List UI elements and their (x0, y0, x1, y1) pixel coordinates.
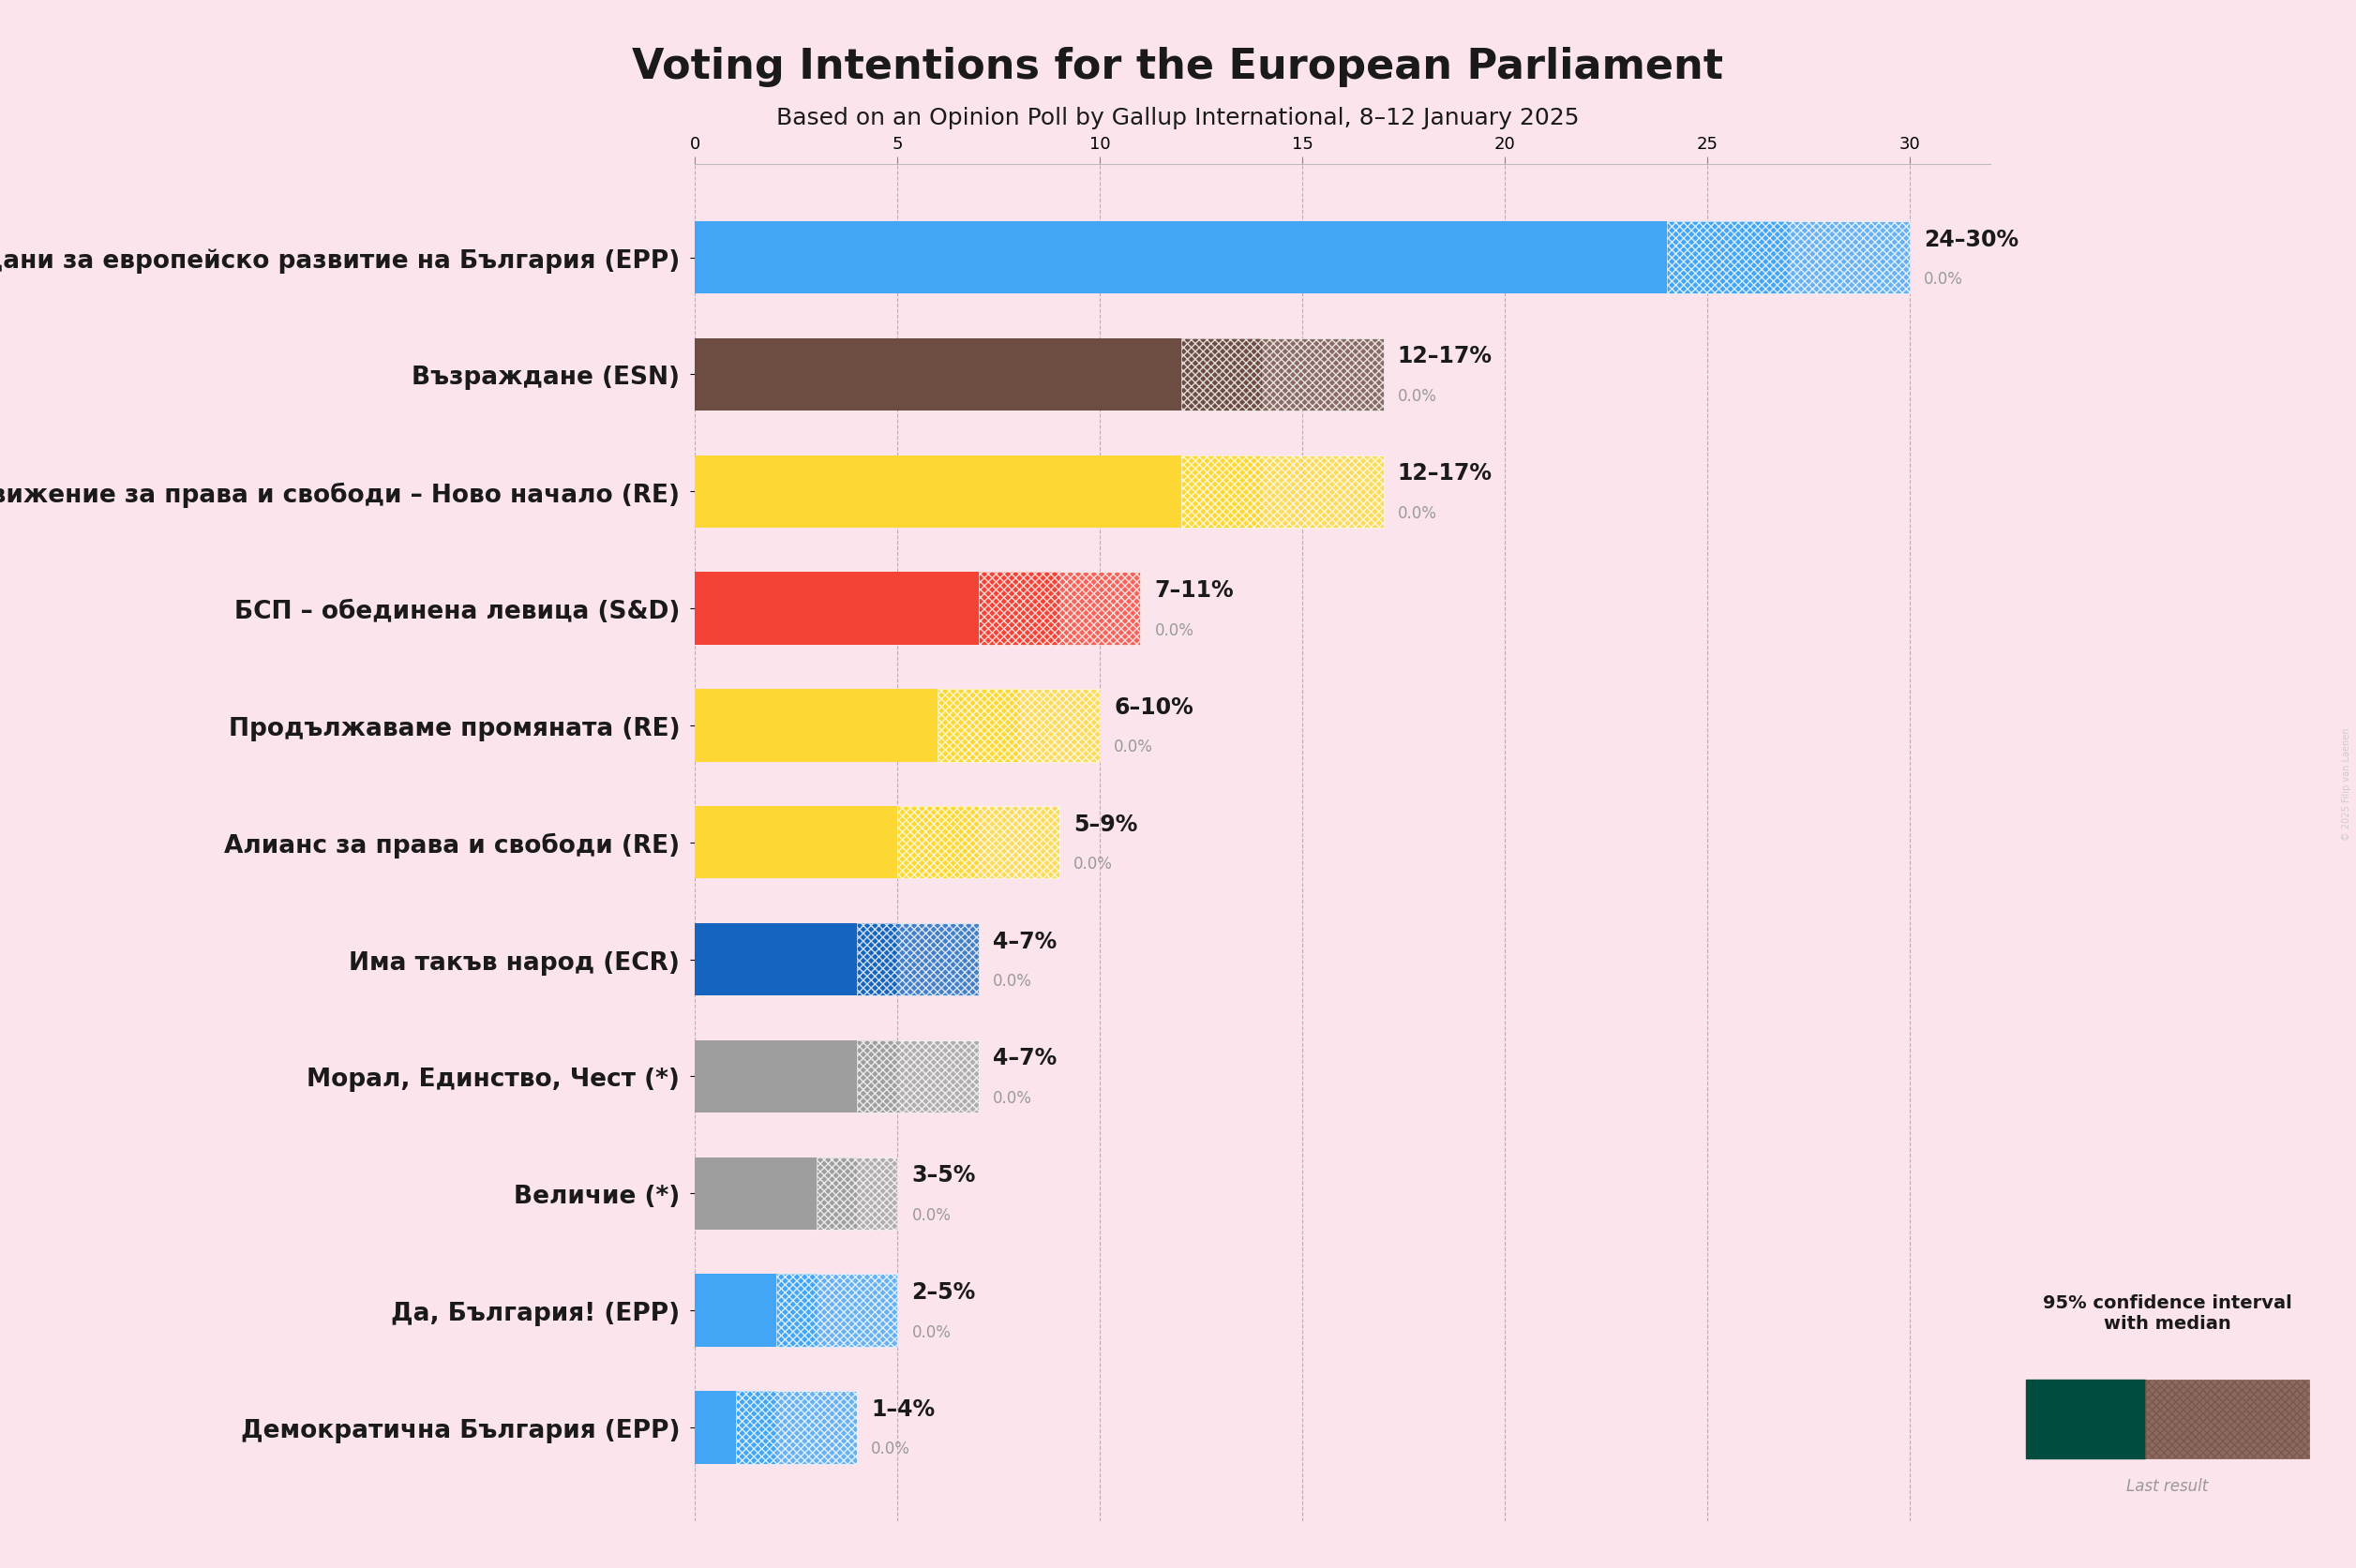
Bar (695, 572, 1060, 644)
Text: 12–17%: 12–17% (1397, 345, 1491, 367)
Bar (938, 690, 1100, 762)
Text: 0.0%: 0.0% (992, 972, 1032, 989)
Text: 0.0%: 0.0% (912, 1206, 952, 1223)
Text: Voting Intentions for the European Parliament: Voting Intentions for the European Parli… (631, 47, 1725, 88)
Text: 0.0%: 0.0% (1114, 739, 1154, 756)
Text: 0.0%: 0.0% (912, 1323, 952, 1341)
Bar (1180, 456, 1383, 528)
Text: 2–5%: 2–5% (912, 1281, 975, 1303)
Bar (775, 1275, 898, 1347)
Text: 3–5%: 3–5% (912, 1163, 975, 1185)
Bar (695, 690, 1018, 762)
Text: 4–7%: 4–7% (992, 1047, 1055, 1069)
Bar (898, 806, 1060, 880)
Bar (1668, 223, 1911, 295)
Bar (695, 1275, 818, 1347)
Bar (695, 1041, 898, 1113)
Text: 0.0%: 0.0% (1925, 271, 1963, 287)
Text: 5–9%: 5–9% (1074, 812, 1138, 836)
Bar (858, 924, 978, 996)
Bar (695, 1157, 858, 1229)
Text: © 2025 Filip van Laenen: © 2025 Filip van Laenen (2342, 728, 2351, 840)
Bar (1180, 339, 1383, 411)
Text: 6–10%: 6–10% (1114, 696, 1194, 718)
Text: 4–7%: 4–7% (992, 930, 1055, 952)
Text: Based on an Opinion Poll by Gallup International, 8–12 January 2025: Based on an Opinion Poll by Gallup Inter… (777, 107, 1579, 129)
Bar (2026, 1380, 2144, 1458)
Bar (858, 1041, 978, 1113)
Bar (818, 1157, 898, 1229)
Text: 12–17%: 12–17% (1397, 463, 1491, 485)
Text: 0.0%: 0.0% (1154, 621, 1194, 638)
Bar (695, 1391, 775, 1463)
Text: 7–11%: 7–11% (1154, 579, 1235, 602)
Text: 1–4%: 1–4% (872, 1397, 935, 1421)
Bar (2144, 1380, 2309, 1458)
Text: 24–30%: 24–30% (1925, 229, 2019, 251)
Text: 0.0%: 0.0% (1397, 505, 1437, 522)
Text: Last result: Last result (2127, 1477, 2208, 1494)
Bar (695, 223, 1788, 295)
Text: 95% confidence interval
with median: 95% confidence interval with median (2043, 1294, 2292, 1331)
Bar (695, 806, 978, 880)
Bar (978, 572, 1140, 644)
Bar (695, 456, 1263, 528)
Bar (735, 1391, 858, 1463)
Bar (695, 339, 1263, 411)
Text: 0.0%: 0.0% (872, 1439, 909, 1457)
Text: 0.0%: 0.0% (1074, 856, 1112, 872)
Bar (695, 924, 898, 996)
Text: 0.0%: 0.0% (1397, 387, 1437, 405)
Text: 0.0%: 0.0% (992, 1090, 1032, 1105)
